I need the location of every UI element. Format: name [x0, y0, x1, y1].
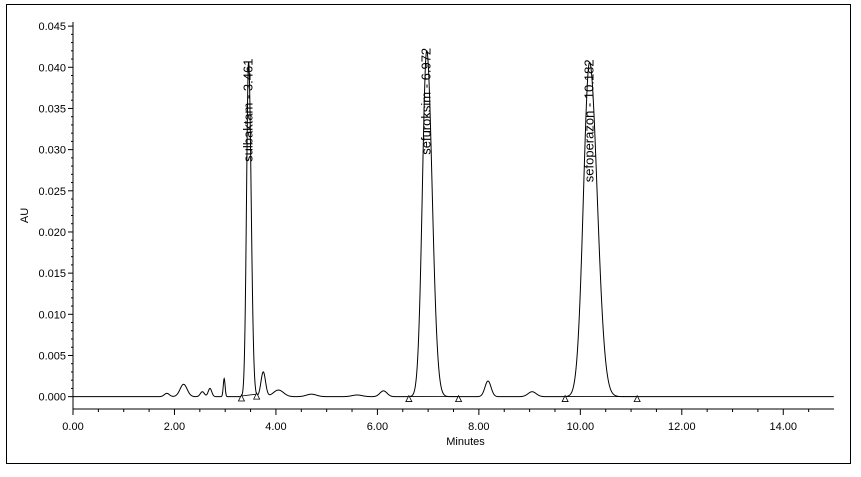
- x-tick-label: 12.00: [668, 421, 696, 433]
- x-tick-label: 14.00: [770, 421, 798, 433]
- x-tick-label: 0.00: [62, 421, 83, 433]
- peak-label: sefoperazon - 10.182: [582, 59, 597, 182]
- integration-marker: [237, 394, 246, 402]
- y-tick-label: 0.035: [38, 103, 66, 115]
- integration-marker: [633, 394, 641, 403]
- x-tick-label: 10.00: [567, 421, 595, 433]
- y-tick-label: 0.015: [38, 268, 66, 280]
- labels-group: sulbaktam - 3.461 sefuroksim - 6.972 sefop…: [241, 48, 597, 182]
- x-tick-label: 8.00: [468, 421, 489, 433]
- y-tick-label: 0.025: [38, 186, 66, 198]
- integration-marker: [405, 394, 413, 402]
- axes-group: 0.000 0.005 0.010 0.015 0.020 0.025 0.030 0.035…: [19, 21, 834, 448]
- chromatogram-trace: [73, 50, 834, 398]
- series-group: [73, 50, 834, 403]
- x-tick-label: 4.00: [265, 421, 286, 433]
- integration-baseline: [241, 393, 257, 397]
- x-tick-label: 6.00: [367, 421, 388, 433]
- y-tick-label: 0.030: [38, 145, 66, 157]
- integration-marker: [253, 392, 261, 400]
- x-axis-title: Minutes: [446, 436, 485, 448]
- y-tick-label: 0.040: [38, 62, 66, 74]
- y-tick-label: 0.010: [38, 309, 66, 321]
- y-axis-title: AU: [19, 208, 31, 223]
- integration-marker: [561, 394, 569, 402]
- x-tick-label: 2.00: [164, 421, 185, 433]
- y-tick-label: 0.000: [38, 392, 66, 404]
- y-tick-label: 0.005: [38, 350, 66, 362]
- y-tick-label: 0.045: [38, 21, 66, 33]
- integration-marker: [454, 394, 463, 403]
- peak-label: sefuroksim - 6.972: [419, 48, 434, 155]
- peak-label: sulbaktam - 3.461: [241, 59, 256, 162]
- y-tick-label: 0.020: [38, 227, 66, 239]
